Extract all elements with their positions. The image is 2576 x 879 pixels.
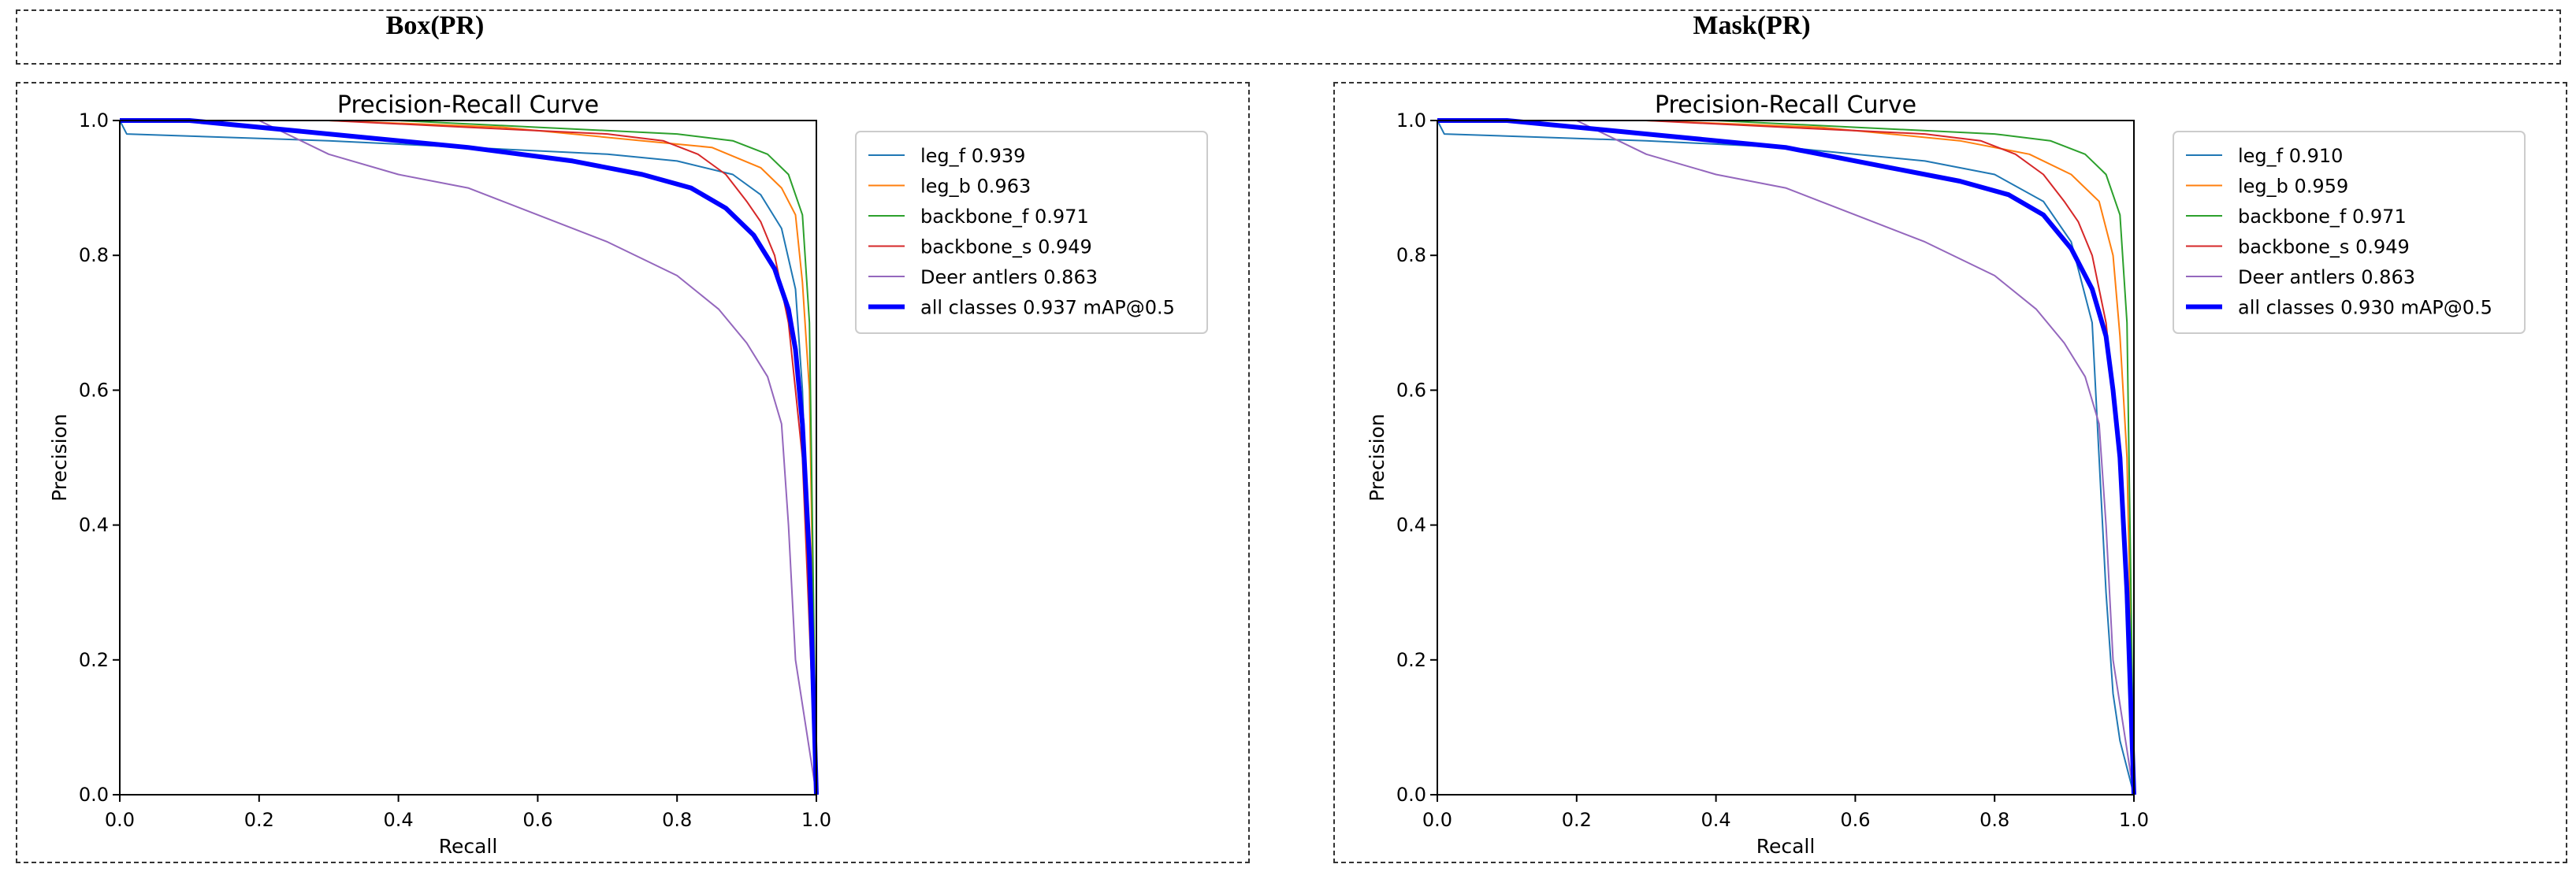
series-line: [1437, 120, 2135, 796]
legend-entry: all classes 0.930 mAP@0.5: [2238, 297, 2492, 319]
legend-entry: leg_f 0.939: [920, 145, 1025, 167]
x-axis-label: Recall: [439, 835, 498, 858]
y-tick-label: 0.0: [1396, 784, 1426, 806]
series-line: [1437, 120, 2135, 796]
legend-entry: leg_b 0.963: [920, 176, 1031, 198]
plot-frame: [1437, 120, 2135, 796]
x-tick-label: 0.6: [522, 809, 552, 831]
y-tick-label: 0.4: [1396, 514, 1426, 536]
legend-entry: Deer antlers 0.863: [2238, 266, 2415, 288]
header-bar: [16, 9, 2561, 65]
legend-entry: backbone_s 0.949: [920, 236, 1092, 258]
x-tick-label: 0.2: [1562, 809, 1592, 831]
x-axis-label: Recall: [1756, 835, 1816, 858]
series-line: [120, 118, 819, 796]
series-line: [119, 120, 817, 796]
series-line: [1437, 120, 2135, 796]
x-tick-label: 0.4: [1701, 809, 1731, 831]
chart-title: Precision-Recall Curve: [337, 91, 599, 119]
series-line: [120, 120, 817, 796]
x-tick-label: 0.4: [384, 809, 414, 831]
y-tick-label: 0.2: [1396, 649, 1426, 671]
legend-box: [855, 131, 1208, 334]
series-line: [1437, 120, 2135, 796]
box-pr-panel: [16, 82, 1250, 863]
x-tick-label: 0.8: [1979, 809, 2009, 831]
legend-entry: backbone_f 0.971: [920, 206, 1089, 228]
x-tick-label: 0.8: [662, 809, 692, 831]
y-tick-label: 0.8: [1396, 244, 1426, 266]
y-tick-label: 0.6: [79, 379, 109, 401]
x-tick-label: 0.6: [1840, 809, 1870, 831]
legend-entry: backbone_s 0.949: [2238, 236, 2410, 258]
box-pr-header: Box(PR): [385, 11, 485, 40]
plot-frame: [119, 120, 817, 796]
mask-pr-header: Mask(PR): [1693, 11, 1811, 40]
y-axis-label: Precision: [1366, 414, 1388, 502]
x-tick-label: 0.2: [244, 809, 274, 831]
legend-entry: leg_f 0.910: [2238, 145, 2343, 167]
y-tick-label: 0.6: [1396, 379, 1426, 401]
y-tick-label: 0.4: [79, 514, 109, 536]
y-tick-label: 1.0: [1396, 109, 1426, 132]
series-line: [1437, 120, 2135, 796]
legend-entry: leg_b 0.959: [2238, 176, 2348, 198]
x-tick-label: 0.0: [105, 809, 135, 831]
y-axis-label: Precision: [48, 414, 71, 502]
x-tick-label: 0.0: [1422, 809, 1452, 831]
legend-entry: backbone_f 0.971: [2238, 206, 2407, 228]
series-line: [120, 120, 817, 796]
series-line: [1437, 118, 2136, 796]
y-tick-label: 1.0: [79, 109, 109, 132]
mask-pr-panel: [1333, 82, 2567, 863]
chart-title: Precision-Recall Curve: [1655, 91, 1916, 119]
legend-box: [2173, 131, 2526, 334]
y-tick-label: 0.8: [79, 244, 109, 266]
series-line: [120, 120, 817, 796]
legend-entry: Deer antlers 0.863: [920, 266, 1098, 288]
x-tick-label: 1.0: [801, 809, 831, 831]
legend-entry: all classes 0.937 mAP@0.5: [920, 297, 1175, 319]
x-tick-label: 1.0: [2119, 809, 2149, 831]
y-tick-label: 0.0: [79, 784, 109, 806]
series-line: [120, 120, 817, 796]
y-tick-label: 0.2: [79, 649, 109, 671]
